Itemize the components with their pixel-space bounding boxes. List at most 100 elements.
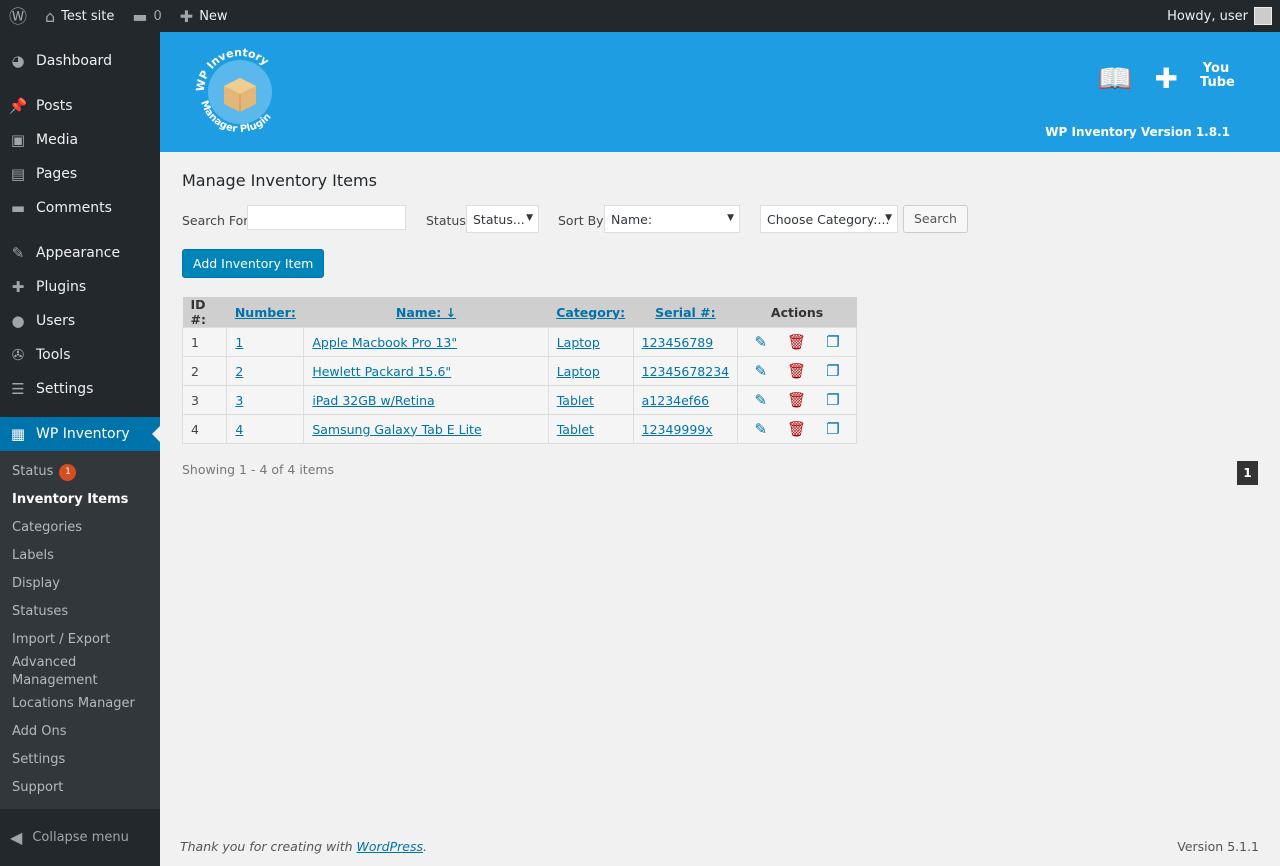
sort-label: Sort By (558, 213, 604, 228)
comments-link[interactable]: ▬ 0 (123, 0, 170, 32)
sidebar-item-label: Appearance (36, 245, 121, 261)
sidebar-item-pages[interactable]: ▤ Pages (0, 157, 160, 191)
sort-link[interactable]: Serial #: (655, 304, 716, 320)
delete-trash-icon[interactable]: 🗑 (787, 420, 807, 438)
status-select[interactable]: Status... (466, 205, 539, 233)
sidebar-item-media[interactable]: ▣ Media (0, 123, 160, 157)
delete-trash-icon[interactable]: 🗑 (787, 391, 807, 409)
search-button[interactable]: Search (903, 205, 968, 233)
sidebar-item-appearance[interactable]: ✎ Appearance (0, 236, 160, 270)
cell-link[interactable]: 3 (235, 392, 244, 408)
submenu-item[interactable]: Status 1 (0, 458, 160, 486)
cell-link[interactable]: Tablet (556, 392, 594, 408)
cell-link[interactable]: iPad 32GB w/Retina (312, 392, 435, 408)
support-medkit-icon[interactable]: ✚ (1154, 62, 1178, 95)
sort-link[interactable]: Name: ↓ (395, 304, 457, 320)
sidebar-item-tools[interactable]: ✇ Tools (0, 338, 160, 372)
sidebar-item-label: Tools (36, 347, 71, 363)
duplicate-copy-icon[interactable]: ❐ (826, 391, 840, 409)
collapse-label: Collapse menu (32, 829, 129, 845)
submenu-label: Inventory Items (12, 492, 129, 507)
cell-link[interactable]: 1 (235, 334, 244, 350)
sidebar-item-label: Dashboard (36, 53, 112, 69)
pagination-page-1[interactable]: 1 (1237, 461, 1258, 485)
posts-icon: 📌 (8, 97, 28, 115)
edit-pencil-icon[interactable]: ✎ (754, 333, 768, 351)
search-input[interactable] (247, 205, 406, 230)
cell-link[interactable]: a1234ef66 (641, 392, 710, 408)
cell-link[interactable]: 12345678234 (641, 363, 730, 379)
new-link[interactable]: ✚ New (171, 0, 237, 32)
wordpress-link[interactable]: WordPress (356, 839, 423, 854)
cell: 12345678234 (632, 356, 739, 386)
site-link[interactable]: ⌂ Test site (36, 0, 123, 32)
sidebar-item-users[interactable]: ● Users (0, 304, 160, 338)
sidebar-item-label: WP Inventory (36, 426, 130, 442)
submenu-item[interactable]: Locations Manager (0, 690, 160, 718)
submenu-item[interactable]: Import / Export (0, 626, 160, 654)
submenu-item[interactable]: Inventory Items (0, 486, 160, 514)
youtube-icon[interactable]: You Tube (1200, 61, 1235, 90)
cell-link[interactable]: 4 (235, 421, 244, 437)
sidebar-item-dashboard[interactable]: ◕ Dashboard (0, 44, 160, 78)
cell-link[interactable]: Hewlett Packard 15.6" (312, 363, 452, 379)
submenu-item[interactable]: Display (0, 570, 160, 598)
wp-inventory-logo: WP Inventory Manager Plugin (194, 46, 274, 135)
cell-link[interactable]: 123456789 (641, 334, 714, 350)
delete-trash-icon[interactable]: 🗑 (787, 333, 807, 351)
submenu-item[interactable]: Categories (0, 514, 160, 542)
submenu-item[interactable]: Advanced Management (0, 654, 160, 690)
submenu-item[interactable]: Support (0, 774, 160, 802)
cell-actions: ✎ 🗑 ❐ (737, 385, 857, 415)
duplicate-copy-icon[interactable]: ❐ (826, 333, 840, 351)
sidebar-item-label: Plugins (36, 279, 87, 295)
edit-pencil-icon[interactable]: ✎ (754, 420, 768, 438)
cell-link[interactable]: 2 (235, 363, 244, 379)
submenu-label: Support (12, 780, 64, 795)
sidebar-item-wp-inventory[interactable]: ▦ WP Inventory (0, 417, 160, 451)
cell-link[interactable]: 12349999x (641, 421, 713, 437)
column-header[interactable]: Number: (226, 297, 304, 328)
edit-pencil-icon[interactable]: ✎ (754, 391, 768, 409)
delete-trash-icon[interactable]: 🗑 (787, 362, 807, 380)
category-select[interactable]: Choose Category:... (760, 205, 898, 233)
column-header[interactable]: Serial #: (633, 297, 738, 328)
column-header[interactable]: Category: (548, 297, 634, 328)
cell-link[interactable]: Apple Macbook Pro 13" (312, 334, 458, 350)
submenu-label: Locations Manager (12, 696, 135, 711)
sort-link[interactable]: Category: (556, 304, 626, 320)
documentation-book-icon[interactable]: 📖 (1097, 62, 1133, 95)
howdy-text: Howdy, user (1167, 8, 1248, 24)
sort-link[interactable]: Number: (234, 304, 296, 320)
sort-select[interactable]: Name: (604, 205, 740, 233)
cell-link[interactable]: Laptop (556, 363, 600, 379)
footer-thanks: Thank you for creating with WordPress. (180, 839, 427, 854)
column-header: Actions (737, 297, 857, 328)
cell-link[interactable]: Laptop (556, 334, 600, 350)
cell: Apple Macbook Pro 13" (303, 327, 549, 357)
submenu-label: Import / Export (12, 632, 111, 647)
submenu-item[interactable]: Settings (0, 746, 160, 774)
submenu-item[interactable]: Labels (0, 542, 160, 570)
wordpress-logo-icon[interactable]: Ⓦ (9, 7, 27, 28)
edit-pencil-icon[interactable]: ✎ (754, 362, 768, 380)
cell-link[interactable]: Tablet (556, 421, 594, 437)
duplicate-copy-icon[interactable]: ❐ (826, 362, 840, 380)
sidebar-item-comments[interactable]: ▬ Comments (0, 191, 160, 225)
column-label: Actions (770, 304, 824, 320)
collapse-menu-button[interactable]: ◀ Collapse menu (0, 820, 129, 854)
column-header[interactable]: Name: ↓ (303, 297, 549, 328)
submenu-item[interactable]: Add Ons (0, 718, 160, 746)
submenu-item[interactable]: Statuses (0, 598, 160, 626)
cell-id: 4 (181, 414, 228, 444)
sidebar-item-settings[interactable]: ☰ Settings (0, 372, 160, 406)
account-menu[interactable]: Howdy, user (1167, 0, 1272, 32)
duplicate-copy-icon[interactable]: ❐ (826, 420, 840, 438)
add-inventory-item-button[interactable]: Add Inventory Item (182, 249, 325, 278)
status-badge: 1 (59, 463, 77, 481)
sidebar-item-plugins[interactable]: ✚ Plugins (0, 270, 160, 304)
cell-link[interactable]: Samsung Galaxy Tab E Lite (312, 421, 482, 437)
cell-actions: ✎ 🗑 ❐ (737, 414, 857, 444)
sidebar-item-posts[interactable]: 📌 Posts (0, 89, 160, 123)
status-label: Status (426, 213, 466, 228)
